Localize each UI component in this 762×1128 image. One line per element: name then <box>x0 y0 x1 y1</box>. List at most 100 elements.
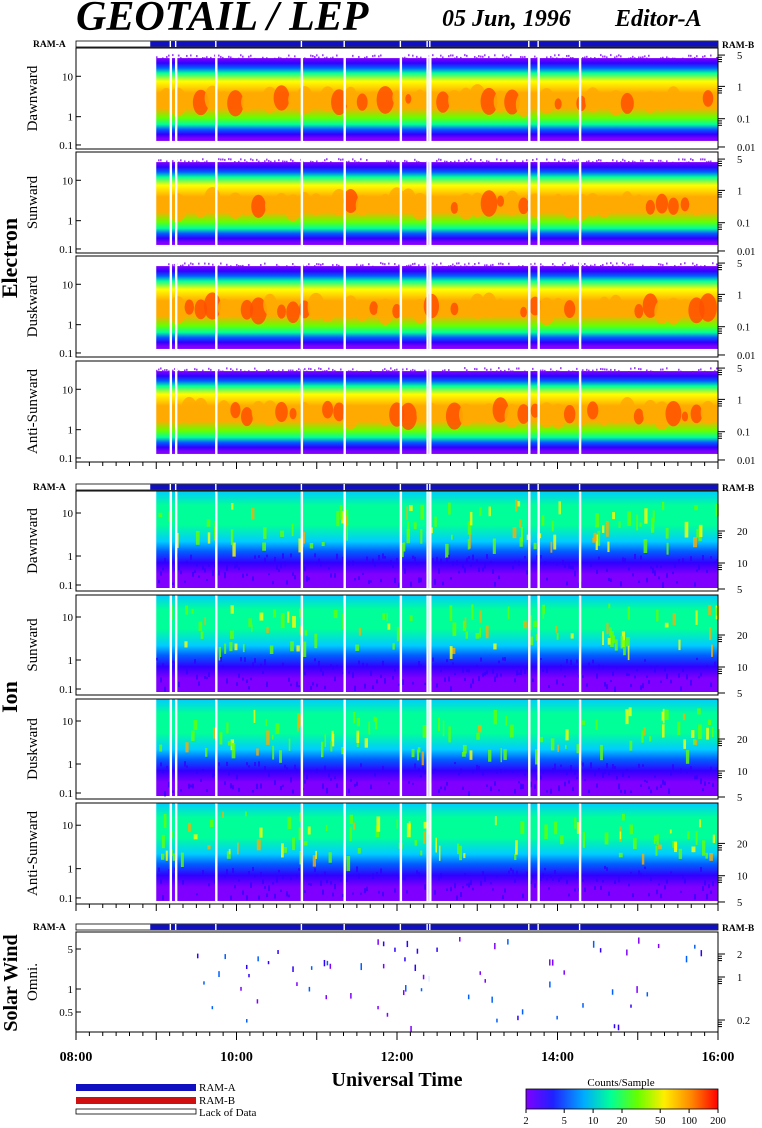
electron-speckle <box>444 266 446 269</box>
electron-speckle <box>450 265 452 268</box>
ion-speckle <box>306 575 308 582</box>
electron-hot-spot <box>565 93 575 108</box>
data-gap <box>429 256 432 357</box>
ion-streak <box>447 502 451 515</box>
electron-speckle <box>684 158 686 161</box>
ion-speckle <box>380 674 382 679</box>
ion-streak <box>287 816 292 830</box>
solar-wind-point <box>685 955 688 963</box>
electron-hot-spot <box>289 408 297 420</box>
electron-speckle <box>554 265 556 268</box>
ion-speckle <box>274 780 276 785</box>
electron-speckle <box>322 54 324 57</box>
electron-speckle <box>356 370 358 373</box>
colorbar-tick-label: 100 <box>681 1116 697 1127</box>
electron-speckle <box>238 264 240 267</box>
ion-streak <box>298 608 301 618</box>
ion-streak <box>507 606 510 619</box>
ion-speckle <box>678 559 680 565</box>
electron-speckle <box>692 159 694 162</box>
electron-speckle <box>678 158 680 161</box>
electron-speckle <box>554 54 556 57</box>
electron-speckle <box>486 368 488 371</box>
ion-speckle <box>296 681 298 687</box>
panel-frame <box>75 47 719 150</box>
right-tick-label: 20 <box>737 527 748 538</box>
ion-speckle <box>360 763 362 768</box>
electron-speckle <box>464 263 466 266</box>
colorbar-tick-label: 50 <box>655 1116 666 1127</box>
data-gap <box>429 699 432 799</box>
ion-streak <box>574 817 577 829</box>
electron-hot-spot <box>450 302 459 316</box>
left-tick-label: 0.1 <box>59 140 73 152</box>
solar-wind-point <box>636 986 638 993</box>
electron-speckle <box>194 368 196 371</box>
ram-gap <box>174 484 177 490</box>
ion-streak <box>209 819 214 828</box>
ion-speckle <box>686 770 688 774</box>
ion-speckle <box>396 557 398 561</box>
ion-streak <box>623 640 626 656</box>
electron-speckle <box>270 160 272 163</box>
ion-streak <box>650 517 655 533</box>
ion-speckle <box>674 562 676 568</box>
solar-wind-label: Solar Wind <box>0 934 22 1031</box>
ion-speckle <box>446 557 448 563</box>
ion-streak <box>314 633 318 649</box>
ion-speckle <box>628 883 630 887</box>
ion-speckle <box>566 879 568 885</box>
data-gap <box>300 803 304 904</box>
electron-speckle <box>366 159 368 162</box>
electron-speckle <box>496 158 498 161</box>
data-gap <box>537 361 540 462</box>
electron-speckle <box>232 57 234 60</box>
electron-speckle <box>264 160 266 163</box>
electron-hot-spot <box>335 301 344 315</box>
ion-streak <box>570 633 574 639</box>
solar-wind-point <box>582 1003 584 1008</box>
ion-speckle <box>228 770 230 776</box>
electron-speckle <box>668 57 670 60</box>
ion-speckle <box>452 662 454 665</box>
ion-streak <box>602 631 604 646</box>
electron-hot-spot <box>163 198 170 208</box>
electron-speckle <box>520 55 522 58</box>
solar-wind-point <box>267 961 270 965</box>
electron-speckle <box>322 263 324 266</box>
electron-speckle <box>506 159 508 162</box>
electron-hot-spot <box>307 292 325 321</box>
ion-speckle <box>240 657 242 662</box>
electron-speckle <box>188 160 190 163</box>
electron-speckle <box>294 161 296 164</box>
ion-speckle <box>612 764 614 769</box>
ion-streak <box>193 719 198 730</box>
electron-speckle <box>572 370 574 373</box>
electron-speckle <box>278 265 280 268</box>
electron-hot-spot <box>331 89 348 116</box>
electron-speckle <box>702 158 704 161</box>
ion-speckle <box>500 673 502 677</box>
ram-gap <box>343 924 345 930</box>
colorbar-tick-label: 20 <box>617 1116 628 1127</box>
ion-speckle <box>214 879 216 884</box>
electron-hot-spot <box>585 192 601 217</box>
ion-streak <box>320 741 324 758</box>
electron-hot-spot <box>645 199 656 215</box>
ion-streak <box>449 605 453 622</box>
ion-speckle <box>266 893 268 898</box>
right-tick-label: 5 <box>737 898 742 909</box>
left-tick-label: 1 <box>68 216 74 228</box>
ion-speckle <box>610 679 612 683</box>
electron-hot-spot <box>261 86 279 114</box>
ion-speckle <box>230 895 232 900</box>
data-gap <box>578 699 582 799</box>
panel-frame <box>75 931 719 1033</box>
electron-hot-spot <box>619 397 636 423</box>
data-gap <box>300 48 304 149</box>
electron-speckle <box>706 57 708 60</box>
electron-speckle <box>248 55 250 58</box>
ion-streak <box>414 839 418 846</box>
